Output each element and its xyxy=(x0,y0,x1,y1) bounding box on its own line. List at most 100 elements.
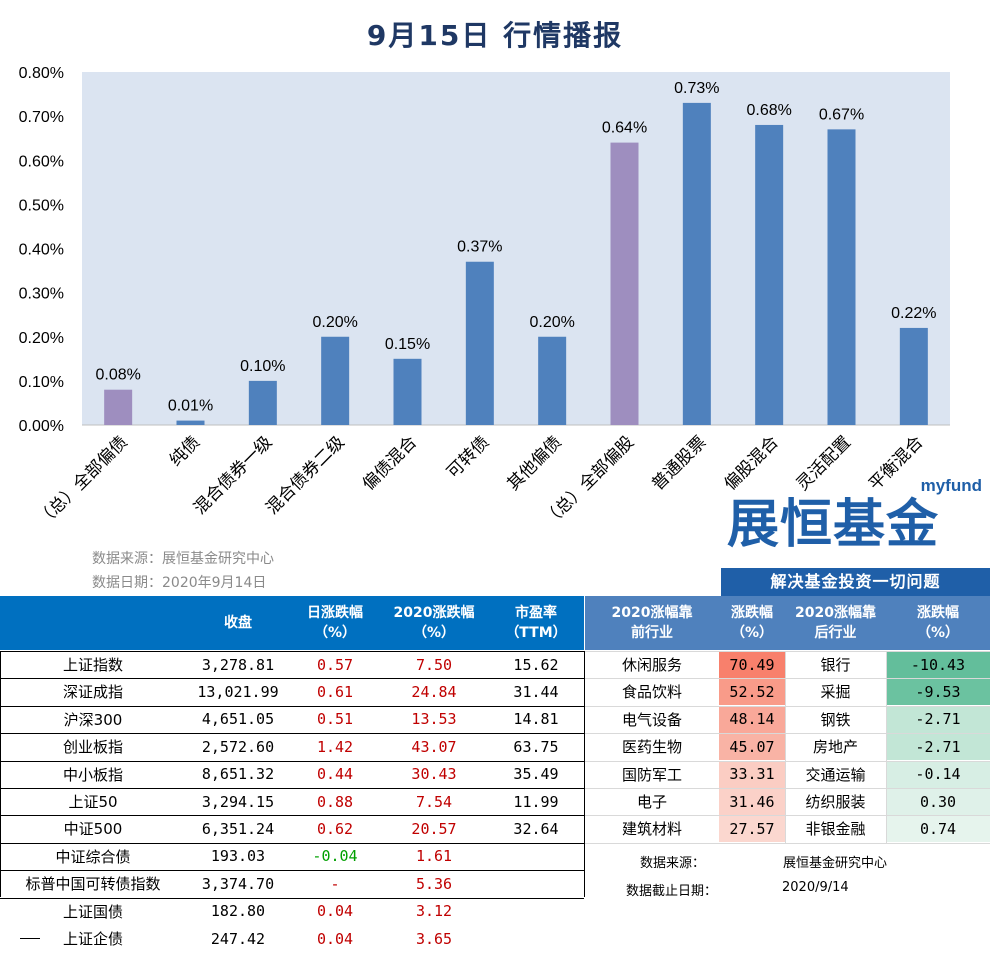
top-industry-value: 27.57 xyxy=(719,815,785,843)
index-day-change: 0.44 xyxy=(316,765,354,784)
top-industry-value: 31.46 xyxy=(719,788,785,815)
index-day-change: 0.51 xyxy=(316,710,354,729)
index-close: 2,572.60 xyxy=(201,737,275,756)
bar xyxy=(393,358,422,425)
index-name: 深证成指 xyxy=(62,683,123,702)
industry-header-bar xyxy=(585,596,990,650)
bar-value-label: 0.22% xyxy=(891,305,936,322)
industry-col-header: 涨跌幅 （%） xyxy=(916,605,960,641)
index-col-header: 市盈率 （TTM） xyxy=(505,605,567,641)
top-industry-name: 食品饮料 xyxy=(621,683,682,702)
market-table: 收盘 日涨跌幅 （%） 2020涨跌幅 （%） 市盈率 （TTM） 2020涨幅靠 前行… xyxy=(0,596,990,956)
index-day-change: 0.04 xyxy=(316,902,354,921)
index-pe: 14.81 xyxy=(513,710,559,729)
table-border xyxy=(0,842,584,844)
index-ytd-change: 24.84 xyxy=(411,682,457,701)
bottom-industry-value: 0.74 xyxy=(886,815,990,843)
index-close: 3,278.81 xyxy=(201,655,275,674)
y-tick-label: 0.30% xyxy=(19,286,64,303)
index-day-change: 1.42 xyxy=(316,737,354,756)
y-tick-label: 0.50% xyxy=(19,197,64,214)
page-title: 9月15日 行情播报 xyxy=(366,19,624,52)
index-close: 3,374.70 xyxy=(201,874,275,893)
bar xyxy=(248,380,277,425)
bottom-industry-name: 银行 xyxy=(820,656,851,674)
bottom-industry-value: -2.71 xyxy=(886,705,990,733)
index-col-header: 2020涨跌幅 （%） xyxy=(393,605,475,641)
bar-value-label: 0.10% xyxy=(240,358,285,375)
index-name: 中证综合债 xyxy=(55,847,131,866)
index-col-header: 收盘 xyxy=(224,615,252,631)
logo-slogan: 解决基金投资一切问题 xyxy=(721,568,990,596)
top-industry-value: 45.07 xyxy=(719,733,785,761)
bar xyxy=(827,129,856,426)
bar-value-label: 0.20% xyxy=(529,314,574,331)
company-logo: myfund 展恒基金 解决基金投资一切问题 xyxy=(721,476,990,596)
table-border xyxy=(0,897,584,899)
table-border xyxy=(0,870,584,872)
bar xyxy=(899,327,928,425)
footer-date-value: 2020/9/14 xyxy=(782,880,849,895)
index-close: 182.80 xyxy=(210,902,266,921)
industry-col-header: 2020涨幅靠 前行业 xyxy=(611,605,693,641)
top-industry-value: 33.31 xyxy=(719,760,785,788)
industry-col-header: 2020涨幅靠 后行业 xyxy=(795,605,876,641)
y-tick-label: 0.60% xyxy=(19,153,64,170)
index-day-change: - xyxy=(330,874,340,893)
top-industry-name: 医药生物 xyxy=(621,738,682,757)
index-ytd-change: 7.50 xyxy=(415,655,453,674)
index-name: 中小板指 xyxy=(62,765,123,784)
index-ytd-change: 3.65 xyxy=(415,929,453,948)
index-day-change: 0.62 xyxy=(316,819,354,838)
footer-source-label: 数据来源： xyxy=(640,856,706,871)
index-day-change: 0.88 xyxy=(316,792,354,811)
bottom-industry-value: 0.30 xyxy=(886,788,990,815)
index-name: 创业板指 xyxy=(62,738,123,757)
bar-value-label: 0.20% xyxy=(312,314,357,331)
bar xyxy=(104,389,133,425)
bar xyxy=(176,420,205,425)
index-day-change: 0.04 xyxy=(316,929,354,948)
table-border xyxy=(0,705,584,707)
index-close: 8,651.32 xyxy=(201,765,275,784)
source-text: 数据来源：展恒基金研究中心 xyxy=(92,551,274,567)
bar-chart: 0.00% 0.10% 0.20% 0.30% 0.40% 0.50% 0.60% 0.70%… xyxy=(19,65,950,531)
y-tick-label: 0.40% xyxy=(19,242,64,259)
index-close: 247.42 xyxy=(210,929,266,948)
bar xyxy=(538,336,567,425)
table-border xyxy=(0,760,584,762)
bottom-industry-name: 房地产 xyxy=(812,738,858,757)
index-ytd-change: 43.07 xyxy=(411,737,457,756)
top-industry-value: 48.14 xyxy=(719,705,785,733)
index-pe xyxy=(488,925,584,952)
logo-brand: 展恒基金 xyxy=(727,495,940,555)
logo-myfund: myfund xyxy=(920,476,982,495)
bottom-industry-name: 采掘 xyxy=(820,683,851,702)
x-tick-label: 可转债 xyxy=(443,432,493,482)
index-pe: 11.99 xyxy=(513,792,559,811)
grid-line xyxy=(585,705,990,707)
table-border xyxy=(0,651,584,652)
x-tick-label: 纯债 xyxy=(166,432,204,470)
bar xyxy=(682,102,711,425)
x-tick-label: （总）全部偏债 xyxy=(33,432,131,530)
index-name: 中证500 xyxy=(63,820,123,839)
grid-line xyxy=(585,651,990,652)
grid-line xyxy=(585,760,990,762)
index-pe xyxy=(488,898,584,925)
top-industry-name: 建筑材料 xyxy=(621,820,682,839)
y-tick-label: 0.80% xyxy=(19,65,64,82)
top-industry-name: 休闲服务 xyxy=(621,656,682,674)
grid-line xyxy=(585,815,990,817)
bottom-industry-name: 交通运输 xyxy=(805,765,866,784)
index-ytd-change: 3.12 xyxy=(415,902,453,921)
index-name: 上证企债 xyxy=(62,930,123,948)
table-border xyxy=(0,733,584,735)
index-pe: 15.62 xyxy=(513,655,559,674)
index-pe xyxy=(488,870,584,897)
bar xyxy=(465,261,494,425)
bottom-industry-name: 钢铁 xyxy=(820,710,851,729)
bottom-industry-value: -2.71 xyxy=(886,733,990,761)
index-pe: 31.44 xyxy=(513,682,559,701)
index-day-change: -0.04 xyxy=(312,847,358,866)
